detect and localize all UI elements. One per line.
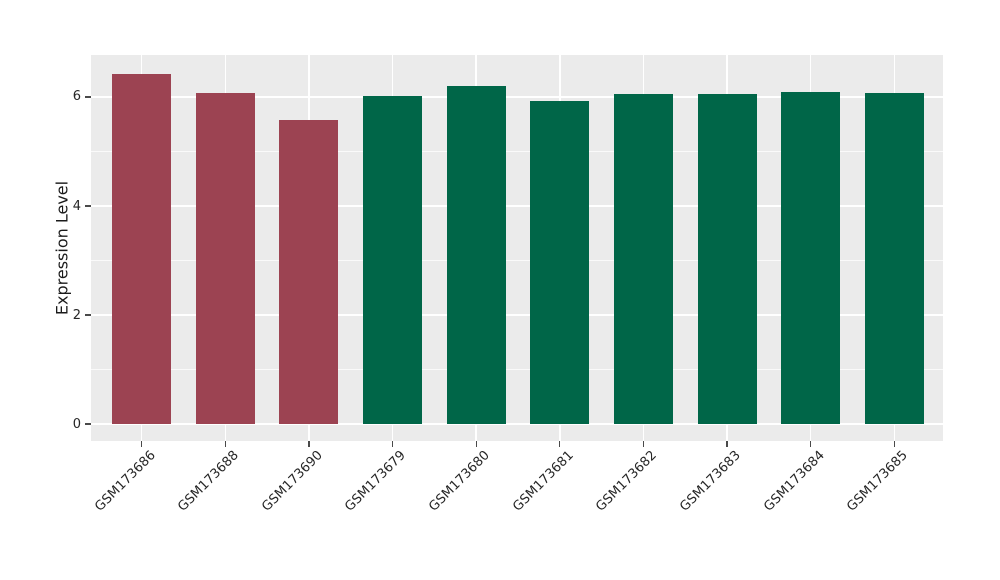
x-tick-mark bbox=[141, 441, 143, 447]
bar-GSM173684 bbox=[781, 92, 841, 425]
y-tick-label: 2 bbox=[72, 307, 81, 323]
x-tick-label: GSM173679 bbox=[342, 448, 410, 515]
gridline-horizontal-minor bbox=[91, 260, 943, 262]
gridline-horizontal-major bbox=[91, 314, 943, 316]
x-tick-mark bbox=[224, 441, 226, 447]
x-tick-label: GSM173681 bbox=[509, 448, 577, 515]
bar-GSM173683 bbox=[697, 93, 757, 425]
x-tick-mark bbox=[559, 441, 561, 447]
x-tick-label: GSM173684 bbox=[760, 448, 828, 515]
x-tick-mark bbox=[391, 441, 394, 447]
y-tick-mark bbox=[85, 423, 91, 425]
y-tick-mark bbox=[85, 96, 91, 98]
gridline-horizontal-minor bbox=[91, 369, 943, 371]
y-tick-label: 0 bbox=[72, 416, 81, 432]
y-tick-label: 4 bbox=[72, 198, 81, 214]
bar-GSM173679 bbox=[363, 96, 423, 425]
x-tick-label: GSM173690 bbox=[258, 448, 326, 515]
x-tick-label: GSM173682 bbox=[593, 448, 661, 515]
bar-GSM173688 bbox=[195, 92, 255, 425]
bar-GSM173690 bbox=[279, 120, 339, 425]
gridline-horizontal-major bbox=[91, 96, 943, 98]
gridline-horizontal-major bbox=[91, 423, 943, 425]
bar-GSM173680 bbox=[446, 85, 506, 425]
x-tick-label: GSM173685 bbox=[844, 448, 911, 515]
bar-GSM173686 bbox=[112, 73, 172, 425]
y-tick-mark bbox=[85, 314, 91, 316]
x-tick-label: GSM173686 bbox=[91, 448, 159, 515]
x-tick-label: GSM173683 bbox=[677, 448, 744, 515]
gridline-horizontal-major bbox=[91, 205, 943, 207]
y-tick-mark bbox=[85, 205, 91, 207]
x-tick-mark bbox=[642, 441, 645, 447]
x-tick-label: GSM173688 bbox=[175, 448, 242, 515]
y-tick-label: 6 bbox=[72, 89, 81, 105]
x-tick-mark bbox=[810, 441, 812, 447]
x-tick-mark bbox=[726, 441, 728, 447]
bar-GSM173685 bbox=[864, 93, 924, 425]
plot-area bbox=[91, 55, 943, 441]
x-tick-mark bbox=[308, 441, 310, 447]
x-tick-mark bbox=[475, 441, 477, 447]
x-tick-mark bbox=[893, 441, 896, 447]
bar-GSM173681 bbox=[530, 101, 590, 425]
bar-GSM173682 bbox=[613, 93, 673, 425]
x-tick-label: GSM173680 bbox=[426, 448, 493, 515]
gridline-horizontal-minor bbox=[91, 151, 943, 152]
